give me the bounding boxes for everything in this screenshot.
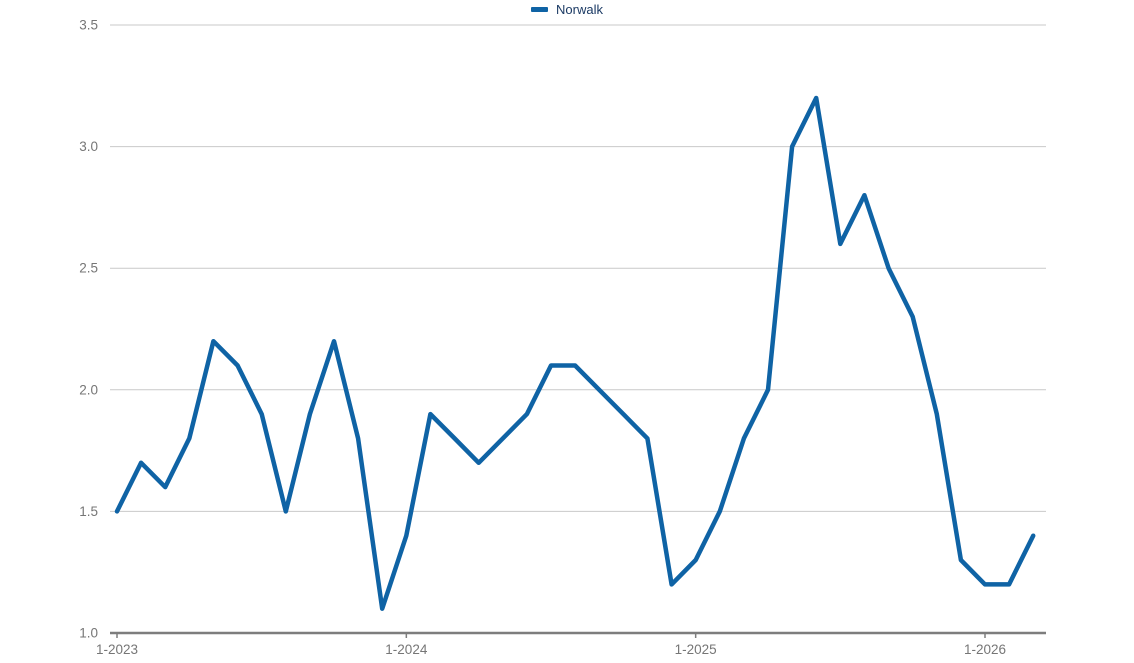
y-axis-tick-label: 3.0: [79, 139, 98, 154]
x-axis-tick-label: 1-2025: [675, 642, 717, 657]
x-axis-tick-label: 1-2023: [96, 642, 138, 657]
y-axis-tick-label: 1.0: [79, 626, 98, 641]
legend-item-norwalk[interactable]: Norwalk: [529, 1, 605, 18]
x-axis-tick-label: 1-2024: [385, 642, 428, 657]
chart-legend: Norwalk: [0, 1, 1134, 18]
y-axis-tick-label: 1.5: [79, 504, 98, 519]
y-axis-tick-label: 2.5: [79, 261, 98, 276]
x-axis-tick-label: 1-2026: [964, 642, 1006, 657]
series-line-norwalk: [114, 95, 1036, 611]
y-axis-tick-label: 3.5: [79, 18, 98, 33]
y-axis-tick-label: 2.0: [79, 382, 98, 397]
legend-line-marker: [531, 7, 549, 12]
legend-label: Norwalk: [556, 2, 603, 17]
